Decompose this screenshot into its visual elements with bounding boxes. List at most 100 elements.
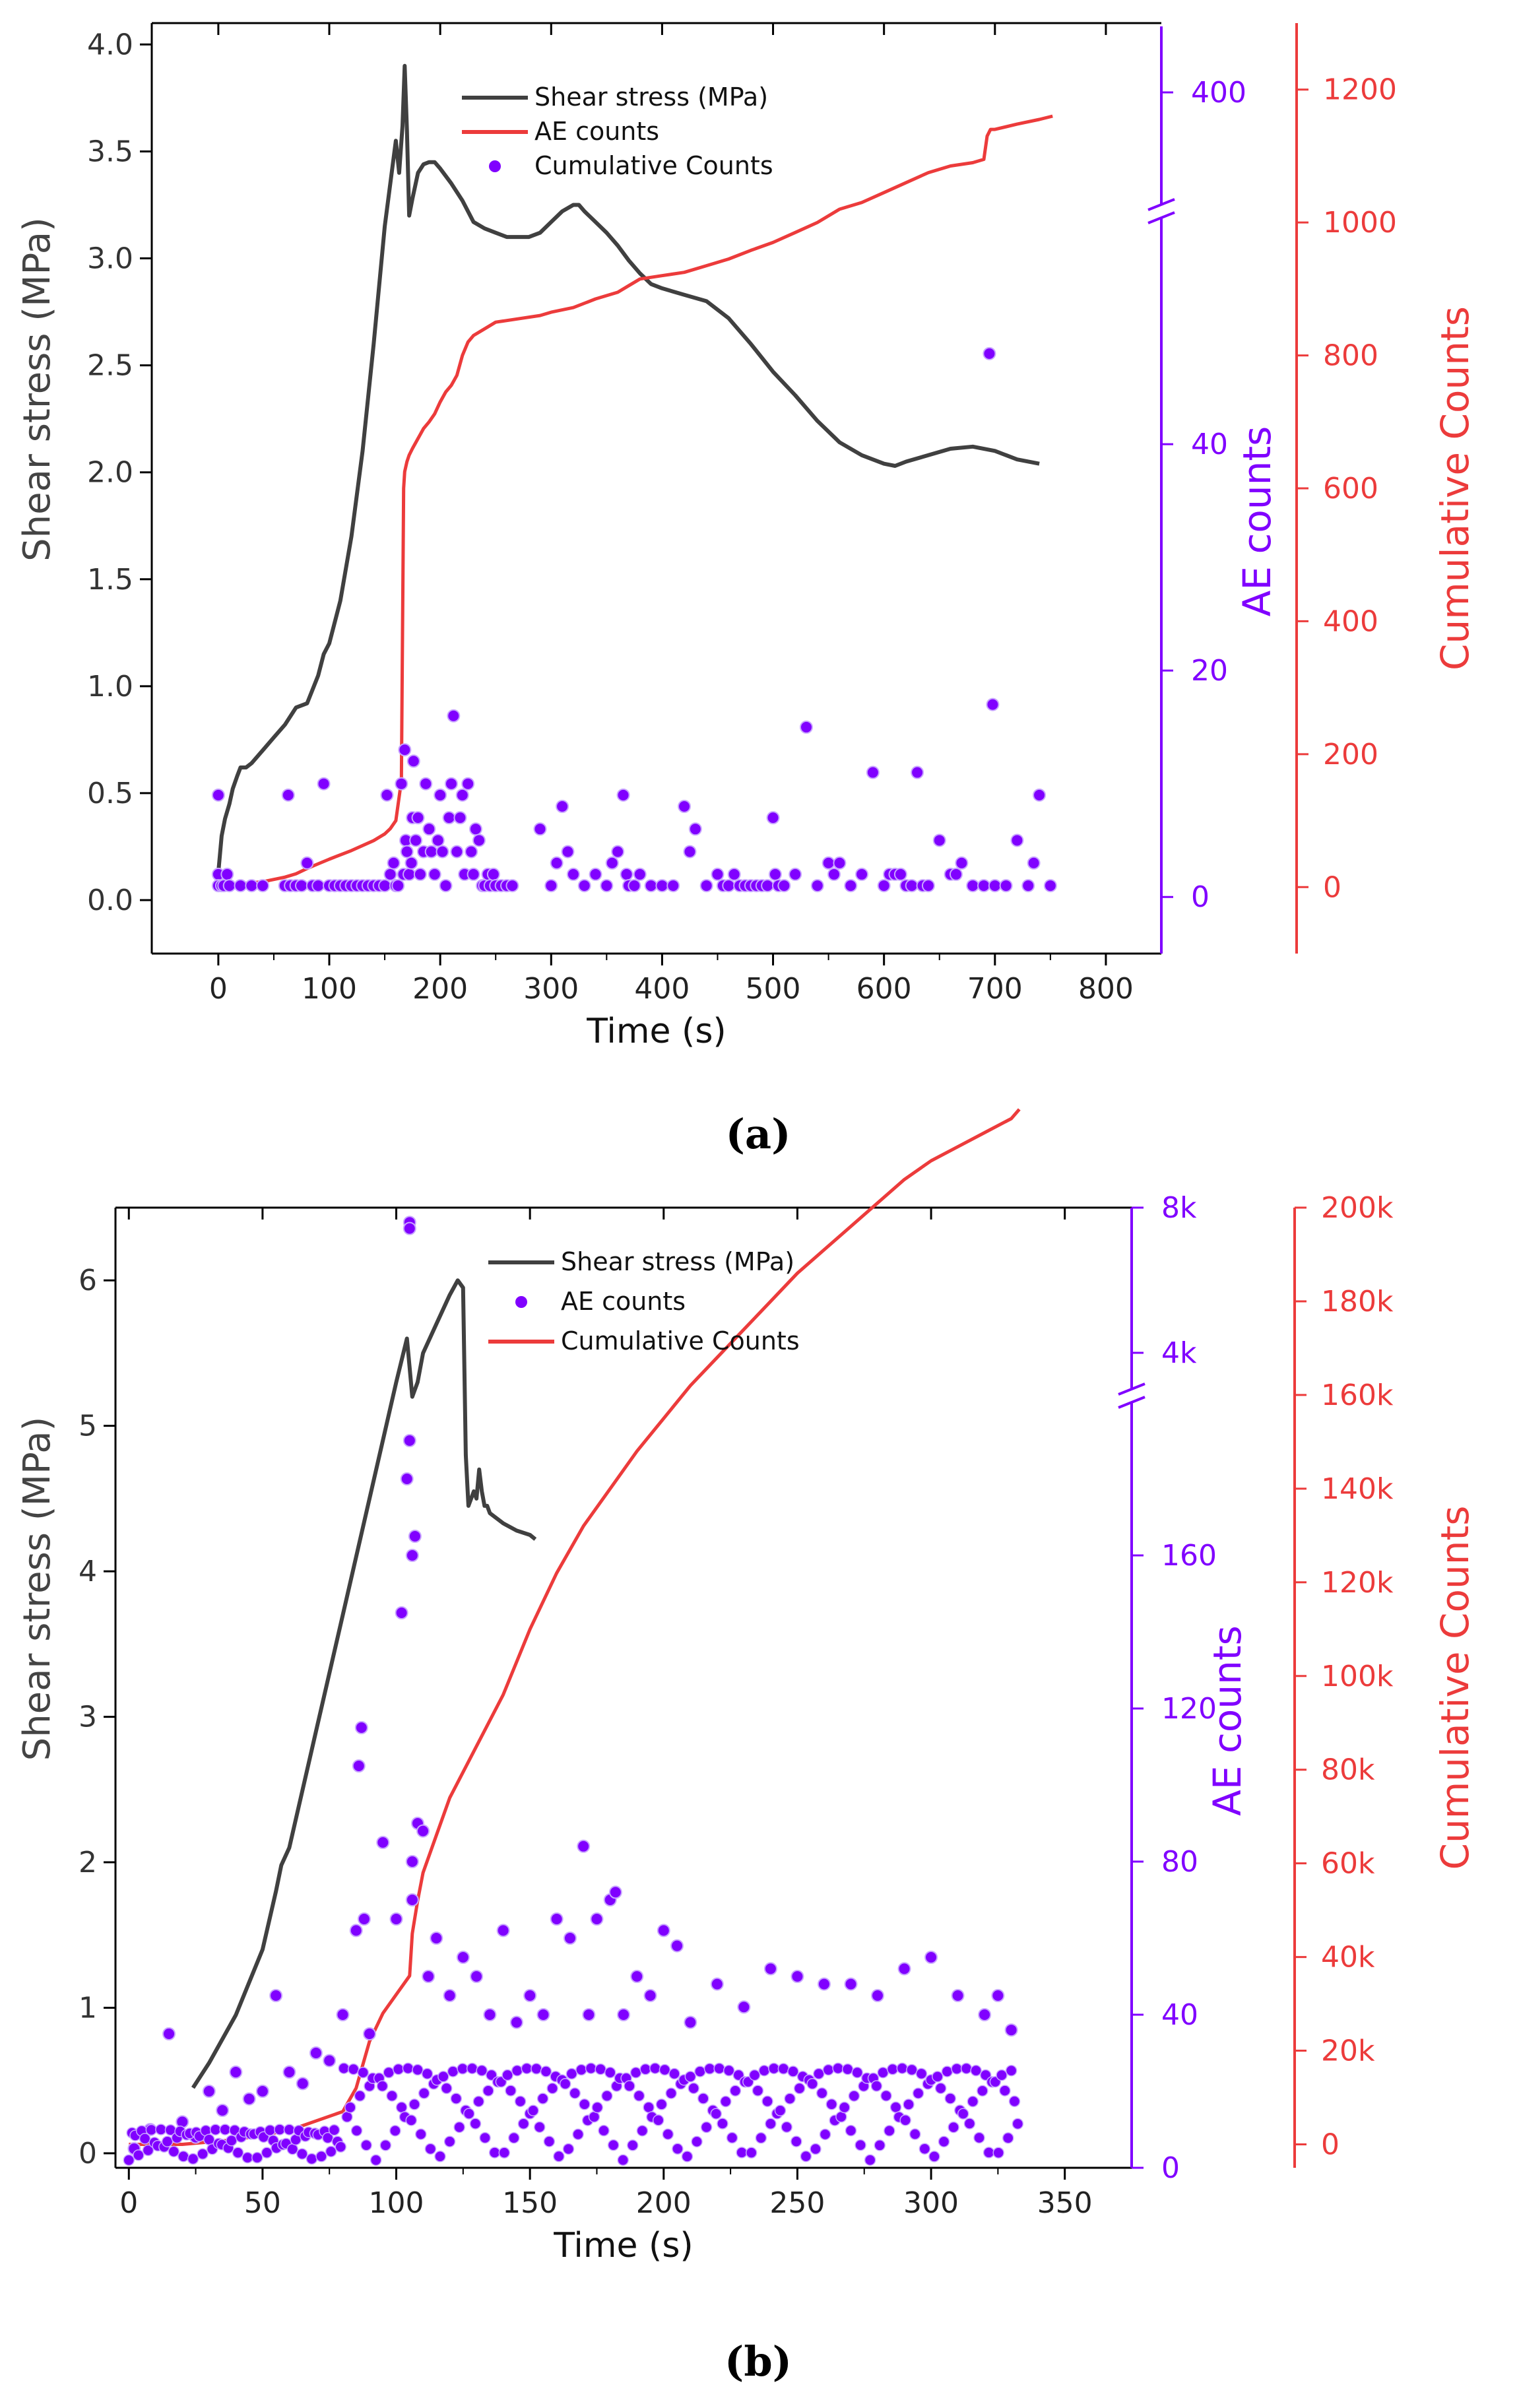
ae-count-point <box>556 800 569 813</box>
ae-count-point <box>569 2087 581 2099</box>
ae-count-point <box>822 856 835 870</box>
ae-count-point <box>703 2063 716 2075</box>
ae-count-point <box>630 1970 644 1983</box>
ae-count-point <box>405 1893 419 1906</box>
ae-count-point <box>833 856 847 870</box>
cumulative-counts-line <box>129 1108 1021 2146</box>
ae-count-point <box>755 2132 767 2144</box>
ae-count-point <box>723 2064 735 2077</box>
ae-count-point <box>444 777 458 791</box>
ae-count-point <box>912 2087 924 2099</box>
ae-count-point <box>286 2143 299 2155</box>
y-tick-label-left: 6 <box>79 1264 97 1297</box>
ae-count-point <box>378 879 392 893</box>
ae-count-point <box>727 867 741 881</box>
ae-count-point <box>668 2067 680 2080</box>
ae-count-point <box>864 2154 876 2166</box>
ae-count-point <box>793 2082 806 2095</box>
ae-count-point <box>784 2093 796 2104</box>
ae-count-point <box>496 1924 510 1937</box>
ae-count-point <box>644 879 658 893</box>
ae-count-point <box>505 2085 517 2097</box>
ae-count-point <box>395 2101 408 2114</box>
ae-count-point <box>652 2114 664 2126</box>
ae-count-point <box>639 2063 651 2075</box>
x-tick-label: 300 <box>903 2186 959 2220</box>
y-axis-label-ae: AE counts <box>1205 1625 1250 1816</box>
ae-count-point <box>523 1989 537 2002</box>
cumulative-tick-label: 800 <box>1323 339 1378 373</box>
ae-count-point <box>781 2121 792 2133</box>
ae-count-point <box>791 1970 804 1983</box>
ae-count-point <box>810 2143 822 2155</box>
ae-count-point <box>403 1221 416 1235</box>
ae-count-point <box>643 2101 655 2114</box>
y-tick-label-left: 0.5 <box>87 777 133 810</box>
y-tick-label-left: 4.0 <box>87 28 133 61</box>
ae-count-point <box>453 811 467 825</box>
ae-count-point <box>261 2147 273 2159</box>
ae-count-point <box>977 2085 988 2097</box>
ae-count-point <box>983 2147 995 2159</box>
ae-count-point <box>408 1530 422 1543</box>
ae-count-point <box>501 2069 513 2081</box>
ae-count-point <box>211 788 225 802</box>
ae-count-point <box>678 800 692 813</box>
ae-count-point <box>616 788 630 802</box>
ae-count-point <box>806 2078 818 2090</box>
ae-count-point <box>395 1606 408 1619</box>
ae-count-point <box>893 867 907 881</box>
ae-count-point <box>450 2093 463 2104</box>
ae-count-point <box>242 2092 256 2106</box>
ae-count-point <box>404 856 418 870</box>
ae-count-point <box>911 765 924 779</box>
ae-count-point <box>906 2064 918 2076</box>
ae-count-point <box>611 845 625 859</box>
ae-count-point <box>813 2067 825 2080</box>
ae-count-point <box>844 1977 858 1991</box>
ae-count-point <box>533 822 547 836</box>
ae-count-point <box>957 2108 969 2120</box>
ae-count-point <box>670 1939 684 1953</box>
ae-count-point <box>903 2099 915 2110</box>
ae-count-point <box>737 2000 751 2014</box>
ae-count-point <box>870 2080 883 2092</box>
ae-count-point <box>629 2066 642 2079</box>
cumulative-tick-label: 1200 <box>1323 73 1397 107</box>
ae-count-point <box>376 2080 389 2092</box>
ae-count-point <box>789 867 802 881</box>
ae-tick-label: 40 <box>1161 1998 1198 2032</box>
ae-count-point <box>874 2139 886 2151</box>
ae-count-point <box>439 879 453 893</box>
ae-count-point <box>768 2062 780 2075</box>
legend-label: Shear stress (MPa) <box>534 82 768 112</box>
ae-count-point <box>467 867 480 881</box>
ae-count-point <box>405 2114 417 2126</box>
ae-count-point <box>877 879 891 893</box>
ae-count-point <box>992 2147 1004 2159</box>
ae-count-point <box>269 1989 283 2002</box>
ae-count-point <box>133 2149 145 2161</box>
ae-count-point <box>472 2095 485 2108</box>
ae-count-point <box>461 777 475 791</box>
ae-count-point <box>565 2067 578 2080</box>
ae-count-point <box>657 1924 670 1937</box>
ae-count-point <box>871 1989 884 2002</box>
ae-count-point <box>387 856 401 870</box>
cumulative-tick-label: 140k <box>1321 1472 1394 1506</box>
ae-tick-label: 20 <box>1191 654 1228 688</box>
ae-count-point <box>963 2118 976 2130</box>
ae-count-point <box>960 2062 973 2075</box>
ae-count-point <box>323 2054 337 2067</box>
ae-count-point <box>1033 788 1047 802</box>
ae-count-point <box>684 2015 697 2029</box>
ae-count-point <box>899 2114 911 2126</box>
ae-count-point <box>352 1759 366 1773</box>
ae-count-point <box>691 2135 703 2148</box>
legend-swatch-ae <box>515 1296 527 1308</box>
ae-count-point <box>354 1721 368 1734</box>
ae-count-point <box>411 811 425 825</box>
ae-count-point <box>617 2008 630 2021</box>
ae-count-point <box>909 2128 921 2140</box>
ae-count-point <box>398 743 412 757</box>
